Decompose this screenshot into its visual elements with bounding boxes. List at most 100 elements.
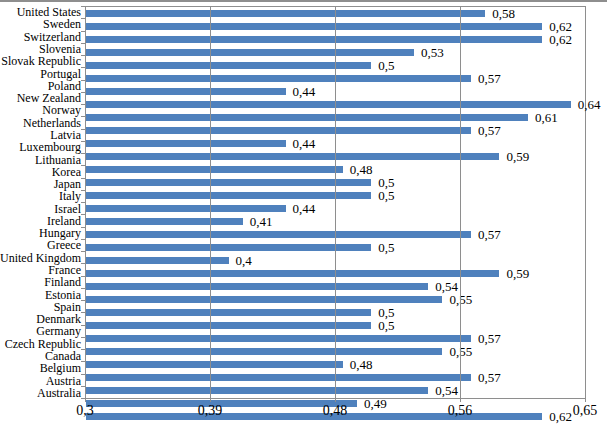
y-axis-tick bbox=[81, 80, 85, 81]
bar-italy bbox=[86, 205, 286, 212]
category-label: Israel bbox=[0, 203, 81, 215]
value-label: 0,62 bbox=[549, 410, 572, 423]
bar-canada bbox=[86, 374, 471, 381]
y-axis-tick bbox=[81, 398, 85, 399]
bar-switzerland bbox=[86, 36, 542, 43]
category-label: Netherlands bbox=[0, 117, 81, 129]
bar-hungary bbox=[86, 244, 371, 251]
plot-area: 0,580,620,620,530,50,570,440,640,610,570… bbox=[85, 6, 586, 399]
y-axis-tick bbox=[81, 18, 85, 19]
y-axis-tick bbox=[81, 129, 85, 130]
bar-japan bbox=[86, 192, 371, 199]
value-label: 0,58 bbox=[492, 7, 515, 20]
category-label: Switzerland bbox=[0, 31, 81, 43]
value-label: 0,49 bbox=[364, 397, 387, 410]
y-axis-tick bbox=[81, 361, 85, 362]
y-axis-tick bbox=[81, 190, 85, 191]
bar-poland bbox=[86, 88, 286, 95]
x-axis-tick bbox=[210, 398, 211, 402]
category-label: Portugal bbox=[0, 67, 81, 79]
y-axis-tick bbox=[81, 178, 85, 179]
value-label: 0,48 bbox=[350, 163, 373, 176]
y-axis-tick bbox=[81, 116, 85, 117]
bar-israel bbox=[86, 218, 243, 225]
category-label: Estonia bbox=[0, 288, 81, 300]
y-axis-tick bbox=[81, 239, 85, 240]
x-tick-label: 0,48 bbox=[323, 404, 348, 418]
bar-denmark bbox=[86, 335, 471, 342]
y-axis-tick bbox=[81, 141, 85, 142]
value-label: 0,55 bbox=[449, 345, 472, 358]
value-label: 0,48 bbox=[350, 358, 373, 371]
bar-greece bbox=[86, 257, 229, 264]
category-label: Belgium bbox=[0, 362, 81, 374]
bar-finland bbox=[86, 296, 442, 303]
y-axis-tick bbox=[81, 67, 85, 68]
y-axis-tick bbox=[81, 43, 85, 44]
category-label: Austria bbox=[0, 374, 81, 386]
vertical-gridline bbox=[335, 7, 336, 398]
value-label: 0,5 bbox=[378, 189, 394, 202]
bar-united-kingdom bbox=[86, 270, 499, 277]
bar-germany bbox=[86, 348, 442, 355]
y-axis-tick bbox=[81, 251, 85, 252]
bar-slovenia bbox=[86, 49, 414, 56]
bar-australia bbox=[86, 413, 542, 420]
bar-latvia bbox=[86, 140, 286, 147]
x-axis-tick bbox=[85, 398, 86, 402]
value-label: 0,59 bbox=[506, 267, 529, 280]
category-label: Norway bbox=[0, 104, 81, 116]
value-label: 0,57 bbox=[478, 371, 501, 384]
bar-lithuania bbox=[86, 166, 343, 173]
category-label: Italy bbox=[0, 190, 81, 202]
y-axis-tick bbox=[81, 165, 85, 166]
category-label: Finland bbox=[0, 276, 81, 288]
bar-belgium bbox=[86, 387, 428, 394]
value-label: 0,5 bbox=[378, 319, 394, 332]
y-axis-tick bbox=[81, 349, 85, 350]
bar-portugal bbox=[86, 75, 471, 82]
bar-france bbox=[86, 283, 428, 290]
y-axis-tick bbox=[81, 227, 85, 228]
category-label: Sweden bbox=[0, 18, 81, 30]
bar-netherlands bbox=[86, 127, 471, 134]
y-axis-tick bbox=[81, 325, 85, 326]
y-axis-tick bbox=[81, 92, 85, 93]
value-label: 0,44 bbox=[293, 137, 316, 150]
value-label: 0,55 bbox=[449, 293, 472, 306]
bar-luxembourg bbox=[86, 153, 499, 160]
value-label: 0,4 bbox=[236, 254, 252, 267]
value-label: 0,54 bbox=[435, 384, 458, 397]
category-label: Lithuania bbox=[0, 153, 81, 165]
value-label: 0,57 bbox=[478, 72, 501, 85]
y-axis-tick bbox=[81, 31, 85, 32]
y-axis-tick bbox=[81, 276, 85, 277]
x-tick-label: 0,56 bbox=[448, 404, 473, 418]
vertical-gridline bbox=[210, 7, 211, 398]
y-axis-tick bbox=[81, 202, 85, 203]
value-label: 0,5 bbox=[378, 59, 394, 72]
bar-chart-figure: United StatesSwedenSwitzerlandSloveniaSl… bbox=[0, 0, 607, 426]
y-axis-tick bbox=[81, 214, 85, 215]
x-axis-tick bbox=[585, 398, 586, 402]
x-tick-label: 0,39 bbox=[198, 404, 223, 418]
y-axis-tick bbox=[81, 55, 85, 56]
category-label: Germany bbox=[0, 325, 81, 337]
vertical-gridline bbox=[460, 7, 461, 398]
value-label: 0,44 bbox=[293, 85, 316, 98]
value-label: 0,41 bbox=[250, 215, 273, 228]
value-label: 0,59 bbox=[506, 150, 529, 163]
y-axis-tick bbox=[81, 312, 85, 313]
bar-estonia bbox=[86, 309, 371, 316]
category-labels: United StatesSwedenSwitzerlandSloveniaSl… bbox=[0, 6, 81, 399]
y-axis-tick bbox=[81, 386, 85, 387]
bar-ireland bbox=[86, 231, 471, 238]
x-tick-label: 0,65 bbox=[573, 404, 598, 418]
y-axis-tick bbox=[81, 263, 85, 264]
value-label: 0,5 bbox=[378, 241, 394, 254]
value-label: 0,62 bbox=[549, 33, 572, 46]
y-axis-tick bbox=[81, 153, 85, 154]
y-axis-tick bbox=[81, 374, 85, 375]
y-axis-tick bbox=[81, 6, 85, 7]
y-axis-tick bbox=[81, 288, 85, 289]
